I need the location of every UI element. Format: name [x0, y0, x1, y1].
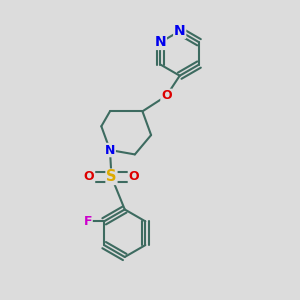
Text: S: S — [106, 169, 117, 184]
Text: F: F — [83, 215, 92, 228]
Text: O: O — [128, 170, 139, 183]
Text: N: N — [105, 143, 115, 157]
Text: N: N — [174, 24, 185, 38]
Text: O: O — [161, 89, 172, 102]
Text: N: N — [154, 35, 166, 49]
Text: O: O — [84, 170, 94, 183]
